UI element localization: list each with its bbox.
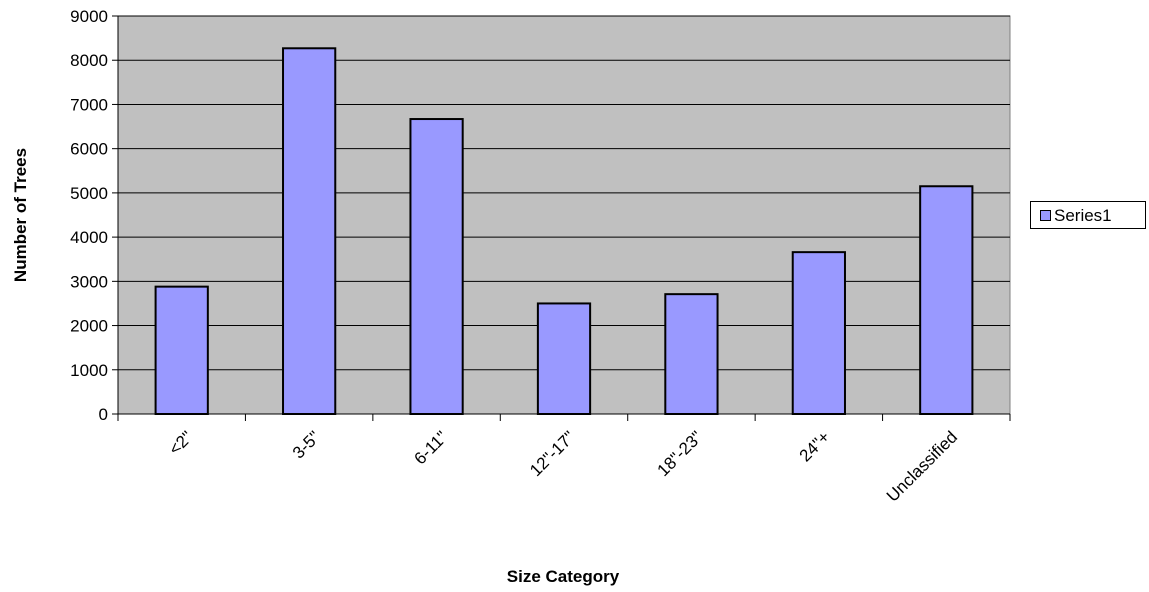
bar [664, 293, 719, 415]
y-tick-label: 7000 [70, 95, 108, 114]
legend-label-series1: Series1 [1054, 206, 1112, 225]
y-tick-label: 0 [99, 405, 108, 424]
x-tick-label: Unclassified [883, 427, 961, 505]
x-tick-label: 12"-17" [526, 427, 579, 480]
bars [154, 47, 974, 416]
bar [791, 251, 846, 415]
bar [536, 302, 592, 416]
x-axis-ticks: <2" 3-5" 6-11" 12"-17" 18"-23" 24"+ Unclassifi… [117, 414, 1011, 506]
legend-swatch [1040, 210, 1051, 221]
y-tick-label: 3000 [70, 272, 108, 291]
legend: Series1 [1030, 201, 1146, 229]
y-tick-label: 5000 [70, 184, 108, 203]
y-tick-label: 1000 [70, 361, 108, 380]
y-tick-label: 9000 [70, 7, 108, 26]
bar [409, 118, 464, 415]
y-tick-label: 4000 [70, 228, 108, 247]
x-tick-label: 6-11" [411, 427, 452, 468]
x-tick-label: 3-5" [289, 427, 324, 462]
x-tick-label: 18"-23" [654, 427, 707, 480]
y-tick-label: 2000 [70, 317, 108, 336]
bar [919, 185, 974, 415]
x-axis-title: Size Category [507, 567, 620, 586]
y-tick-label: 8000 [70, 51, 108, 70]
x-tick-label: 24"+ [796, 427, 834, 465]
bar [282, 47, 337, 415]
bar [154, 285, 209, 416]
x-tick-label: <2" [165, 427, 196, 458]
y-axis-title: Number of Trees [11, 148, 30, 282]
y-axis-ticks: 0 1000 2000 3000 4000 5000 6000 7000 8000 9000 [70, 7, 118, 424]
gridlines [118, 15, 1010, 371]
y-tick-label: 6000 [70, 140, 108, 159]
